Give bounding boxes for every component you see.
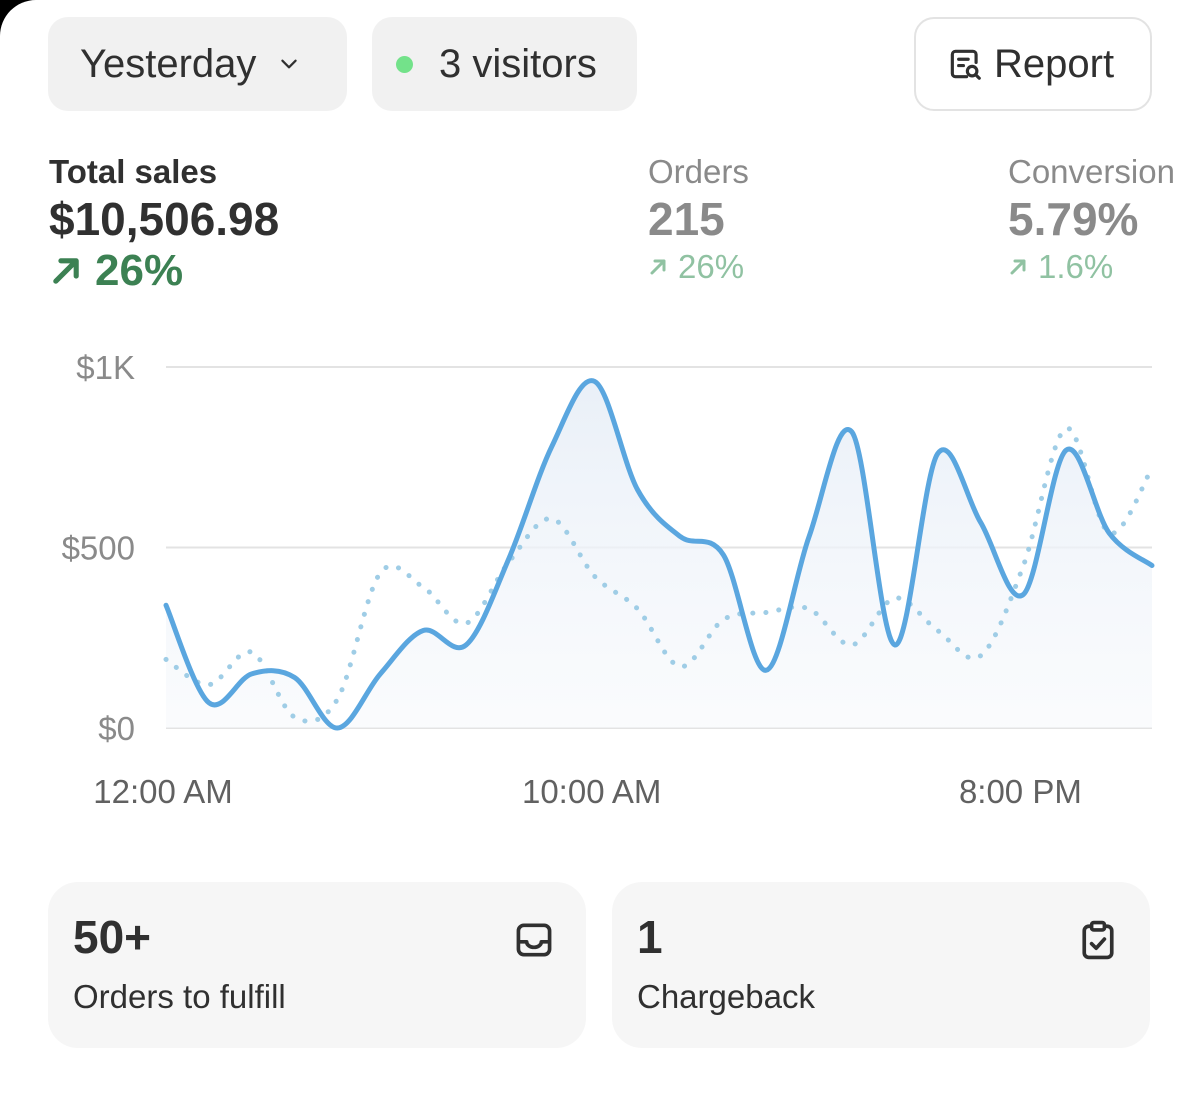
tile-label: Orders to fulfill <box>73 978 286 1015</box>
arrow-up-right-icon <box>1010 259 1026 275</box>
arrow-up-right-icon <box>53 258 79 284</box>
y-tick-label: $1K <box>76 349 135 386</box>
metric-delta-value: 26% <box>95 246 184 295</box>
clipboard-check-icon <box>1082 920 1114 960</box>
x-tick-label: 8:00 PM <box>959 773 1082 810</box>
metric-label: Total sales <box>49 153 218 190</box>
live-dot-icon <box>396 55 413 73</box>
metric-delta: 26% <box>49 246 279 296</box>
current-series-area <box>166 380 1152 729</box>
previous-period-line <box>163 425 1155 724</box>
tile-value: 1 <box>637 911 663 963</box>
metric-delta-value: 1.6% <box>1038 248 1114 285</box>
date-range-label: Yesterday <box>80 41 257 86</box>
metric-value: 215 <box>648 193 725 245</box>
x-tick-label: 10:00 AM <box>522 773 661 810</box>
y-tick-label: $0 <box>98 710 135 747</box>
chart-series <box>163 378 1155 731</box>
metric-delta: 26% <box>648 248 749 286</box>
metric-delta: 1.6% <box>1008 248 1175 286</box>
chart-x-axis: 12:00 AM 10:00 AM 8:00 PM <box>93 773 1082 810</box>
metric-conversion[interactable]: Conversion 5.79% 1.6% <box>1008 152 1175 286</box>
arrow-up-right-icon <box>650 259 666 275</box>
metric-label: Conversion <box>1008 153 1175 190</box>
chart-y-axis: $1K $500 $0 <box>62 349 135 747</box>
inbox-icon <box>516 923 552 957</box>
metric-delta-value: 26% <box>678 248 745 285</box>
metric-orders[interactable]: Orders 215 26% <box>648 152 749 286</box>
tile-value: 50+ <box>73 911 152 963</box>
visitors-count: 3 visitors <box>439 41 597 86</box>
metric-label: Orders <box>648 153 749 190</box>
sales-chart[interactable]: $1K $500 $0 12:00 AM 10:00 AM 8:00 PM <box>0 330 1200 830</box>
report-search-icon <box>950 49 981 80</box>
live-visitors-button[interactable]: 3 visitors <box>372 17 637 111</box>
y-tick-label: $500 <box>62 530 135 567</box>
x-tick-label: 12:00 AM <box>93 773 232 810</box>
current-period-line <box>163 378 1155 731</box>
chargeback-tile[interactable]: 1 Chargeback <box>612 882 1150 1048</box>
metric-total-sales[interactable]: Total sales $10,506.98 26% <box>49 152 279 296</box>
metric-value: $10,506.98 <box>49 193 280 245</box>
date-range-dropdown[interactable]: Yesterday <box>48 17 347 111</box>
metric-value: 5.79% <box>1008 193 1139 245</box>
chevron-down-icon <box>281 59 298 69</box>
tile-label: Chargeback <box>637 978 815 1015</box>
report-button[interactable]: Report <box>914 17 1152 111</box>
report-label: Report <box>994 41 1115 86</box>
orders-to-fulfill-tile[interactable]: 50+ Orders to fulfill <box>48 882 586 1048</box>
